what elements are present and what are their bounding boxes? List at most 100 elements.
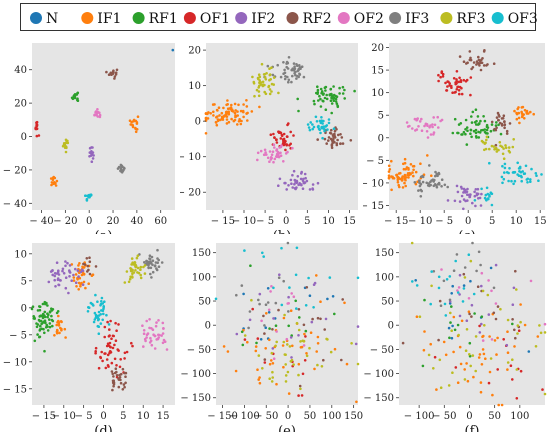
point-rf2 <box>466 61 469 64</box>
point-of3 <box>529 180 532 183</box>
point-of3 <box>317 127 321 130</box>
point-rf1 <box>38 329 42 332</box>
subplot-label: (c) <box>458 229 475 234</box>
point-rf3 <box>258 84 261 88</box>
point-of2 <box>432 116 435 119</box>
point-of1 <box>94 346 98 350</box>
point-if3 <box>420 189 423 193</box>
point-rf2 <box>110 73 113 76</box>
point-if1 <box>387 174 391 177</box>
point-of2 <box>487 279 490 282</box>
point-if1 <box>55 323 58 327</box>
point-of2 <box>436 115 439 119</box>
point-rf1 <box>330 111 333 115</box>
point-of2 <box>155 338 158 341</box>
point-of3 <box>537 179 540 182</box>
point-rf3 <box>469 364 472 368</box>
point-if1 <box>403 173 407 177</box>
point-if2 <box>297 334 300 337</box>
x-tick-label: 50 <box>304 411 317 422</box>
point-if3 <box>266 64 270 68</box>
point-of3 <box>97 310 101 314</box>
point-if1 <box>515 111 518 115</box>
point-if3 <box>296 69 299 73</box>
point-if2 <box>310 320 314 324</box>
point-rf3 <box>515 368 519 371</box>
point-of3 <box>321 122 324 125</box>
point-of3 <box>323 125 327 128</box>
legend-label-rf1: RF1 <box>149 11 178 27</box>
point-rf3 <box>243 334 247 337</box>
point-rf2 <box>511 318 514 321</box>
point-if3 <box>157 265 161 268</box>
x-tick-label: 40 <box>130 216 143 227</box>
point-of2 <box>529 279 533 283</box>
point-of3 <box>86 310 90 313</box>
point-if3 <box>421 180 425 184</box>
point-rf3 <box>270 380 274 383</box>
point-of1 <box>453 91 456 94</box>
point-rf2 <box>298 384 302 388</box>
point-if3 <box>121 169 125 173</box>
point-if1 <box>515 117 519 121</box>
point-if1 <box>513 345 516 348</box>
point-rf1 <box>470 121 474 124</box>
point-of2 <box>151 328 155 331</box>
x-tick-label: 0 <box>285 411 291 422</box>
point-rf1 <box>483 130 487 134</box>
point-rf3 <box>464 349 468 352</box>
point-of1 <box>115 364 118 367</box>
x-tick-label: − 50 <box>254 411 278 422</box>
point-if1 <box>214 121 218 124</box>
point-if2 <box>57 273 61 276</box>
point-of3 <box>307 276 310 280</box>
point-of1 <box>445 89 448 92</box>
point-of1 <box>455 78 458 81</box>
point-if1 <box>488 335 491 338</box>
point-if1 <box>482 352 486 356</box>
x-tick-label: 5 <box>120 411 126 422</box>
point-rf2 <box>323 137 327 141</box>
point-rf2 <box>311 317 314 321</box>
point-if2 <box>291 173 294 177</box>
point-rf1 <box>456 323 460 327</box>
point-of3 <box>96 316 100 320</box>
point-rf1 <box>474 108 478 111</box>
point-if2 <box>61 269 64 273</box>
point-rf3 <box>457 333 460 337</box>
points <box>387 49 543 211</box>
y-tick-label: − 5 <box>366 156 384 167</box>
point-rf3 <box>134 269 137 272</box>
point-of3 <box>105 313 108 317</box>
point-of3 <box>100 309 103 312</box>
point-if1 <box>403 177 407 181</box>
point-if1 <box>225 112 228 116</box>
point-n <box>326 297 329 301</box>
point-if1 <box>415 315 419 318</box>
subplot-label: (a) <box>95 229 113 234</box>
point-of1 <box>273 136 276 140</box>
point-rf3 <box>253 94 256 98</box>
point-if2 <box>91 157 95 160</box>
point-rf3 <box>268 377 271 380</box>
point-if1 <box>313 367 316 371</box>
legend-marker-of3 <box>491 12 504 24</box>
point-rf1 <box>486 132 489 135</box>
point-if2 <box>76 269 80 272</box>
point-if1 <box>519 303 522 306</box>
point-if1 <box>72 276 76 279</box>
point-of3 <box>456 291 460 294</box>
point-rf1 <box>448 336 451 340</box>
point-rf1 <box>323 86 327 89</box>
point-of2 <box>292 295 296 298</box>
point-if3 <box>148 254 152 257</box>
x-tick-label: 0 <box>466 411 472 422</box>
point-if2 <box>64 260 67 263</box>
point-if1 <box>387 177 391 180</box>
point-rf3 <box>270 90 273 93</box>
point-of3 <box>488 161 491 165</box>
point-if3 <box>492 286 496 290</box>
point-of3 <box>101 318 104 322</box>
point-if1 <box>491 393 494 397</box>
